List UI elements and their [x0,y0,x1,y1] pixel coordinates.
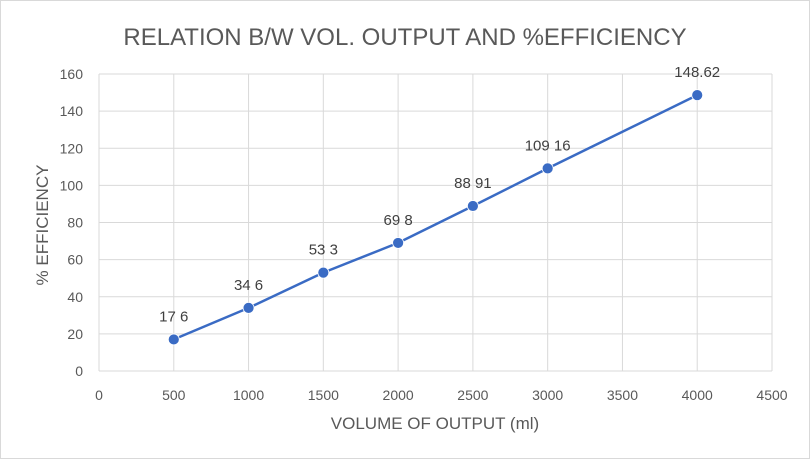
y-tick-label: 60 [67,252,83,268]
y-tick-label: 160 [60,66,84,82]
data-label: 69 8 [384,212,413,229]
data-point [167,333,180,346]
gridlines [98,73,773,372]
y-tick-label: 120 [60,140,84,156]
x-tick-label: 500 [162,387,186,403]
data-point [541,162,554,175]
x-tick-label: 0 [95,387,103,403]
y-tick-label: 80 [67,215,83,231]
data-point [317,266,330,279]
data-point [691,89,704,102]
x-tick-label: 4500 [756,387,787,403]
x-tick-label: 1500 [308,387,339,403]
x-tick-label: 2000 [383,387,414,403]
data-label: 88 91 [454,175,492,192]
chart-title: RELATION B/W VOL. OUTPUT AND %EFFICIENCY [123,24,686,51]
data-label: 53 3 [309,242,338,259]
series-line [172,93,699,341]
x-tick-label: 2500 [457,387,488,403]
data-label: 34 6 [234,277,263,294]
y-tick-label: 100 [60,177,84,193]
data-label: 148.62 [674,64,720,81]
y-axis-title: % EFFICIENCY [33,165,52,286]
x-tick-label: 1000 [233,387,264,403]
data-point [242,301,255,314]
x-tick-label: 4000 [682,387,713,403]
y-tick-label: 40 [67,289,83,305]
y-tick-label: 140 [60,103,84,119]
x-tick-label: 3000 [532,387,563,403]
x-axis-title: VOLUME OF OUTPUT (ml) [331,414,539,433]
x-tick-label: 3500 [607,387,638,403]
y-tick-label: 20 [67,326,83,342]
data-point [392,237,405,249]
data-label: 109 16 [525,137,571,154]
data-label: 17 6 [159,308,188,325]
y-tick-label: 0 [75,363,83,379]
axis-ticks: 0 500 1000 1500 2000 2500 3000 3500 4000 4500 0 20 4… [60,66,788,403]
series-layer [167,89,704,346]
data-point [466,200,479,212]
data-labels: 17 6 34 6 53 3 69 8 88 91 109 16 148.62 [159,64,720,325]
